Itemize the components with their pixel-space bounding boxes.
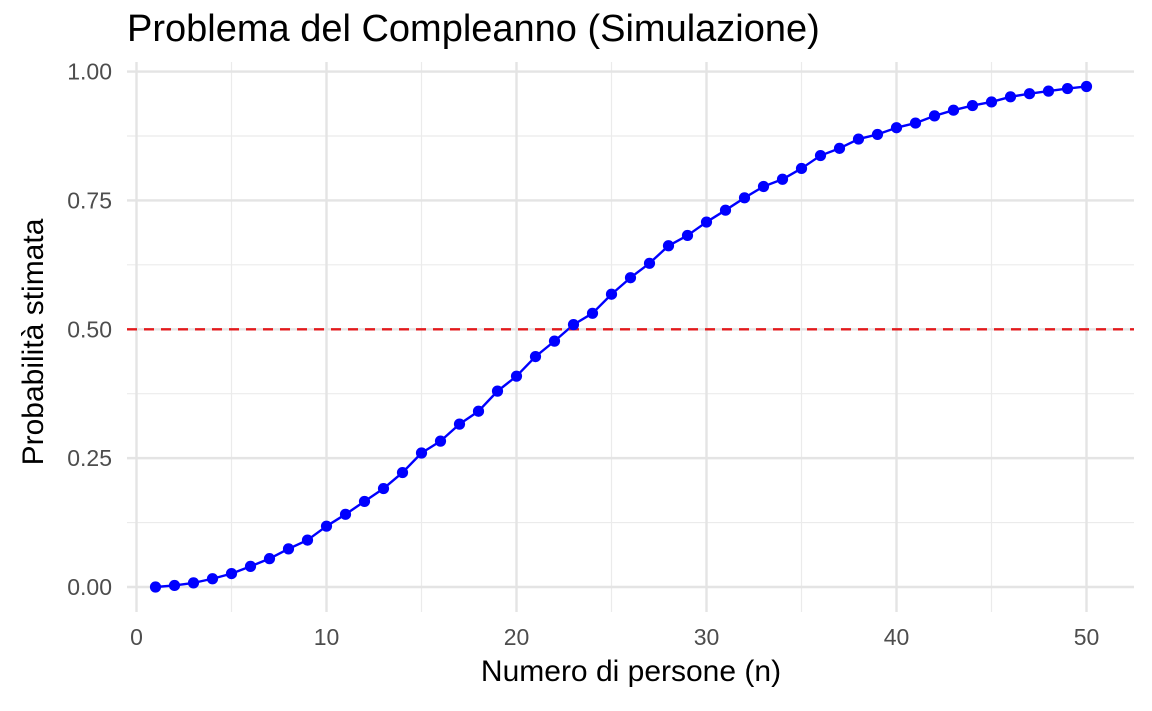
- data-point: [890, 122, 903, 134]
- data-point: [472, 405, 485, 417]
- data-point: [415, 447, 428, 459]
- y-tick-label: 0.75: [67, 187, 112, 213]
- data-point: [1023, 88, 1036, 100]
- data-point: [833, 142, 846, 154]
- data-point: [966, 99, 979, 112]
- data-point: [814, 149, 827, 162]
- data-point: [909, 117, 922, 129]
- data-point: [263, 553, 276, 565]
- data-point: [320, 520, 333, 532]
- data-point: [548, 335, 561, 347]
- data-point: [947, 104, 960, 116]
- x-tick-label: 0: [130, 624, 143, 650]
- data-point: [453, 418, 466, 430]
- data-point: [1080, 80, 1093, 93]
- data-point: [282, 543, 295, 555]
- data-point: [719, 204, 732, 216]
- data-point: [1004, 91, 1017, 103]
- data-point: [244, 560, 257, 572]
- data-point: [434, 435, 447, 447]
- data-point: [1061, 82, 1074, 95]
- data-point: [396, 466, 409, 479]
- data-point: [624, 272, 637, 284]
- x-tick-label: 10: [314, 624, 340, 650]
- y-tick-label: 0.50: [67, 316, 112, 342]
- data-point: [643, 257, 656, 269]
- data-point: [225, 567, 238, 580]
- data-point: [776, 173, 789, 185]
- data-point: [681, 229, 694, 242]
- data-point: [985, 96, 998, 108]
- data-point: [852, 133, 865, 145]
- data-point: [339, 508, 352, 520]
- data-point: [377, 482, 390, 495]
- y-tick-label: 0.00: [67, 574, 112, 600]
- data-point: [567, 319, 580, 331]
- data-point: [206, 573, 219, 585]
- data-point: [510, 370, 523, 382]
- chart-title: Problema del Compleanno (Simulazione): [127, 8, 820, 50]
- data-point: [149, 581, 162, 593]
- data-point: [700, 216, 713, 228]
- x-tick-label: 20: [504, 624, 530, 650]
- x-axis-title: Numero di persone (n): [480, 655, 782, 688]
- y-tick-label: 0.25: [67, 445, 112, 471]
- data-point: [168, 579, 181, 592]
- data-point: [928, 110, 941, 122]
- data-point: [605, 288, 618, 300]
- x-tick-label: 50: [1074, 624, 1100, 650]
- data-point: [491, 385, 504, 397]
- data-point: [738, 192, 751, 204]
- series-line: [155, 85, 1087, 589]
- data-point: [871, 128, 884, 141]
- data-point: [662, 240, 675, 252]
- data-point: [1042, 85, 1055, 97]
- data-point: [586, 307, 599, 319]
- y-tick-label: 1.00: [67, 59, 112, 85]
- data-point: [529, 350, 542, 363]
- data-point: [301, 534, 314, 546]
- data-point: [757, 180, 770, 193]
- data-point: [358, 495, 371, 508]
- y-axis-title: Probabilità stimata: [17, 218, 50, 466]
- x-tick-label: 30: [694, 624, 720, 650]
- data-point: [795, 162, 808, 175]
- x-tick-label: 40: [884, 624, 910, 650]
- data-point: [187, 577, 200, 589]
